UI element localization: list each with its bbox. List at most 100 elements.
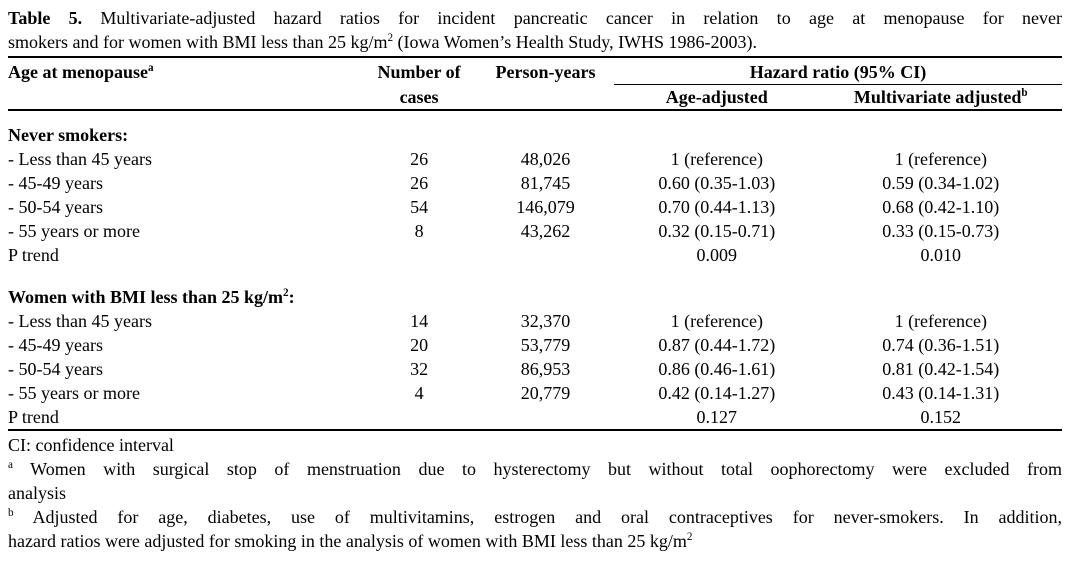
table-row: - 50-54 years 54 146,079 0.70 (0.44-1.13) 0.… bbox=[8, 195, 1062, 219]
header-multivariate-adjusted: Multivariate adjustedb bbox=[819, 84, 1062, 111]
text-segment: analysis bbox=[8, 483, 66, 503]
person-years-value: 81,745 bbox=[520, 173, 571, 193]
person-years-empty bbox=[477, 405, 614, 430]
footnotes: CI: confidence interval a Women with surg… bbox=[8, 433, 1062, 553]
person-years-value: 48,026 bbox=[520, 149, 571, 169]
row-label: - 45-49 years bbox=[8, 335, 103, 355]
age-adjusted-value: 0.60 (0.35-1.03) bbox=[658, 173, 776, 193]
cases-value: 20 bbox=[410, 335, 429, 355]
person-years-value: 86,953 bbox=[520, 359, 571, 379]
person-years-value: 32,370 bbox=[520, 311, 571, 331]
cases-value: 14 bbox=[410, 311, 429, 331]
header-age-at-menopause-label: Age at menopause bbox=[8, 62, 148, 82]
text-segment: Table 5. bbox=[8, 8, 83, 28]
age-adjusted-value: 1 (reference) bbox=[670, 311, 764, 331]
multivariate-adjusted-value: 0.74 (0.36-1.51) bbox=[882, 335, 1000, 355]
p-trend-age-adjusted-value: 0.009 bbox=[696, 245, 738, 265]
row-label: - Less than 45 years bbox=[8, 149, 152, 169]
section-title: Never smokers: bbox=[8, 110, 1062, 147]
header-row-2: cases Age-adjusted Multivariate adjusted… bbox=[8, 84, 1062, 111]
text-segment: hazard ratios were adjusted for smoking … bbox=[8, 531, 687, 551]
superscript-text: 2 bbox=[686, 531, 693, 543]
table-row: - 50-54 years 32 86,953 0.86 (0.46-1.61) 0.8… bbox=[8, 357, 1062, 381]
text-segment: Adjusted for age, diabetes, use of multi… bbox=[13, 507, 1062, 527]
table-row: - Less than 45 years 14 32,370 1 (reference… bbox=[8, 309, 1062, 333]
superscript-text: 2 bbox=[283, 287, 289, 299]
superscript-text: b bbox=[8, 507, 14, 519]
cases-value: 32 bbox=[410, 359, 429, 379]
person-years-value: 146,079 bbox=[516, 197, 575, 217]
table-header: Age at menopausea Number of Person-years… bbox=[8, 57, 1062, 111]
p-trend-multivariate-adjusted-value: 0.010 bbox=[920, 245, 962, 265]
row-label: - Less than 45 years bbox=[8, 311, 152, 331]
p-trend-multivariate-adjusted-value: 0.152 bbox=[920, 407, 962, 427]
table-caption: Table 5. Multivariate-adjusted hazard ra… bbox=[8, 6, 1062, 54]
cases-empty bbox=[361, 405, 477, 430]
header-row-1: Age at menopausea Number of Person-years… bbox=[8, 57, 1062, 85]
multivariate-adjusted-value: 0.43 (0.14-1.31) bbox=[882, 383, 1000, 403]
age-adjusted-value: 0.86 (0.46-1.61) bbox=[658, 359, 776, 379]
text-segment: Women with BMI less than 25 kg/m bbox=[8, 287, 284, 307]
paper-page: Table 5. Multivariate-adjusted hazard ra… bbox=[8, 6, 1062, 553]
header-age-adjusted: Age-adjusted bbox=[614, 84, 820, 111]
superscript-text: 2 bbox=[387, 32, 394, 44]
p-trend-age-adjusted-value: 0.127 bbox=[696, 407, 738, 427]
header-empty-cell bbox=[8, 84, 362, 111]
footnote-marker-b: b bbox=[1021, 87, 1028, 99]
header-hazard-ratio-group: Hazard ratio (95% CI) bbox=[614, 57, 1062, 85]
header-age-at-menopause: Age at menopausea bbox=[8, 57, 361, 85]
footnote-b-line-2: hazard ratios were adjusted for smoking … bbox=[8, 529, 1062, 553]
section-spacer bbox=[8, 267, 1062, 285]
header-empty-cell bbox=[477, 84, 615, 111]
table-row: - 45-49 years 20 53,779 0.87 (0.44-1.72) 0.7… bbox=[8, 333, 1062, 357]
footnote-a-line-2: analysis bbox=[8, 481, 1062, 505]
person-years-empty bbox=[477, 243, 614, 267]
row-label: - 50-54 years bbox=[8, 197, 103, 217]
table-row: - Less than 45 years 26 48,026 1 (reference… bbox=[8, 147, 1062, 171]
p-trend-label: P trend bbox=[8, 407, 59, 427]
caption-line-1: Table 5. Multivariate-adjusted hazard ra… bbox=[8, 6, 1062, 30]
header-number-of-cases-line1: Number of bbox=[377, 62, 461, 82]
row-label: - 45-49 years bbox=[8, 173, 103, 193]
superscript-text: a bbox=[8, 459, 13, 471]
age-adjusted-value: 0.42 (0.14-1.27) bbox=[658, 383, 776, 403]
caption-line-2: smokers and for women with BMI less than… bbox=[8, 30, 1062, 54]
cases-value: 26 bbox=[410, 173, 429, 193]
text-segment: smokers and for women with BMI less than… bbox=[8, 32, 388, 52]
table-body: Never smokers: - Less than 45 years 26 48,0… bbox=[8, 110, 1062, 430]
multivariate-adjusted-value: 1 (reference) bbox=[894, 149, 987, 169]
age-adjusted-value: 0.87 (0.44-1.72) bbox=[658, 335, 776, 355]
multivariate-adjusted-value: 1 (reference) bbox=[894, 311, 987, 331]
age-adjusted-value: 0.70 (0.44-1.13) bbox=[658, 197, 776, 217]
person-years-value: 53,779 bbox=[520, 335, 571, 355]
multivariate-adjusted-value: 0.68 (0.42-1.10) bbox=[882, 197, 1000, 217]
cases-value: 4 bbox=[414, 383, 424, 403]
hazard-ratio-table: Age at menopausea Number of Person-years… bbox=[8, 56, 1062, 431]
footnote-b-line-1: b Adjusted for age, diabetes, use of mul… bbox=[8, 505, 1062, 529]
cases-value: 26 bbox=[410, 149, 429, 169]
p-trend-label: P trend bbox=[8, 245, 59, 265]
header-person-years: Person-years bbox=[495, 62, 596, 82]
footnote-marker-a: a bbox=[148, 62, 154, 74]
text-segment: (Iowa Women’s Health Study, IWHS 1986-20… bbox=[393, 32, 758, 52]
table-row: - 55 years or more 8 43,262 0.32 (0.15-0.71… bbox=[8, 219, 1062, 243]
age-adjusted-value: 1 (reference) bbox=[670, 149, 764, 169]
text-segment: Multivariate-adjusted hazard ratios for … bbox=[82, 8, 1062, 28]
multivariate-adjusted-value: 0.33 (0.15-0.73) bbox=[882, 221, 1000, 241]
table-row: - 45-49 years 26 81,745 0.60 (0.35-1.03) 0.5… bbox=[8, 171, 1062, 195]
multivariate-adjusted-value: 0.59 (0.34-1.02) bbox=[882, 173, 1000, 193]
ci-note: CI: confidence interval bbox=[8, 435, 174, 455]
row-label: - 50-54 years bbox=[8, 359, 103, 379]
section-header-row: Women with BMI less than 25 kg/m2: bbox=[8, 285, 1062, 309]
row-label: - 55 years or more bbox=[8, 221, 140, 241]
p-trend-row: P trend 0.009 0.010 bbox=[8, 243, 1062, 267]
footnote-a-line-1: a Women with surgical stop of menstruati… bbox=[8, 457, 1062, 481]
text-segment: Never smokers: bbox=[8, 125, 129, 145]
cases-empty bbox=[361, 243, 477, 267]
p-trend-row: P trend 0.127 0.152 bbox=[8, 405, 1062, 430]
age-adjusted-value: 0.32 (0.15-0.71) bbox=[658, 221, 776, 241]
header-number-of-cases-line2: cases bbox=[361, 84, 478, 111]
table-row: - 55 years or more 4 20,779 0.42 (0.14-1.27… bbox=[8, 381, 1062, 405]
section-title: Women with BMI less than 25 kg/m2: bbox=[8, 285, 1062, 309]
row-label: - 55 years or more bbox=[8, 383, 140, 403]
